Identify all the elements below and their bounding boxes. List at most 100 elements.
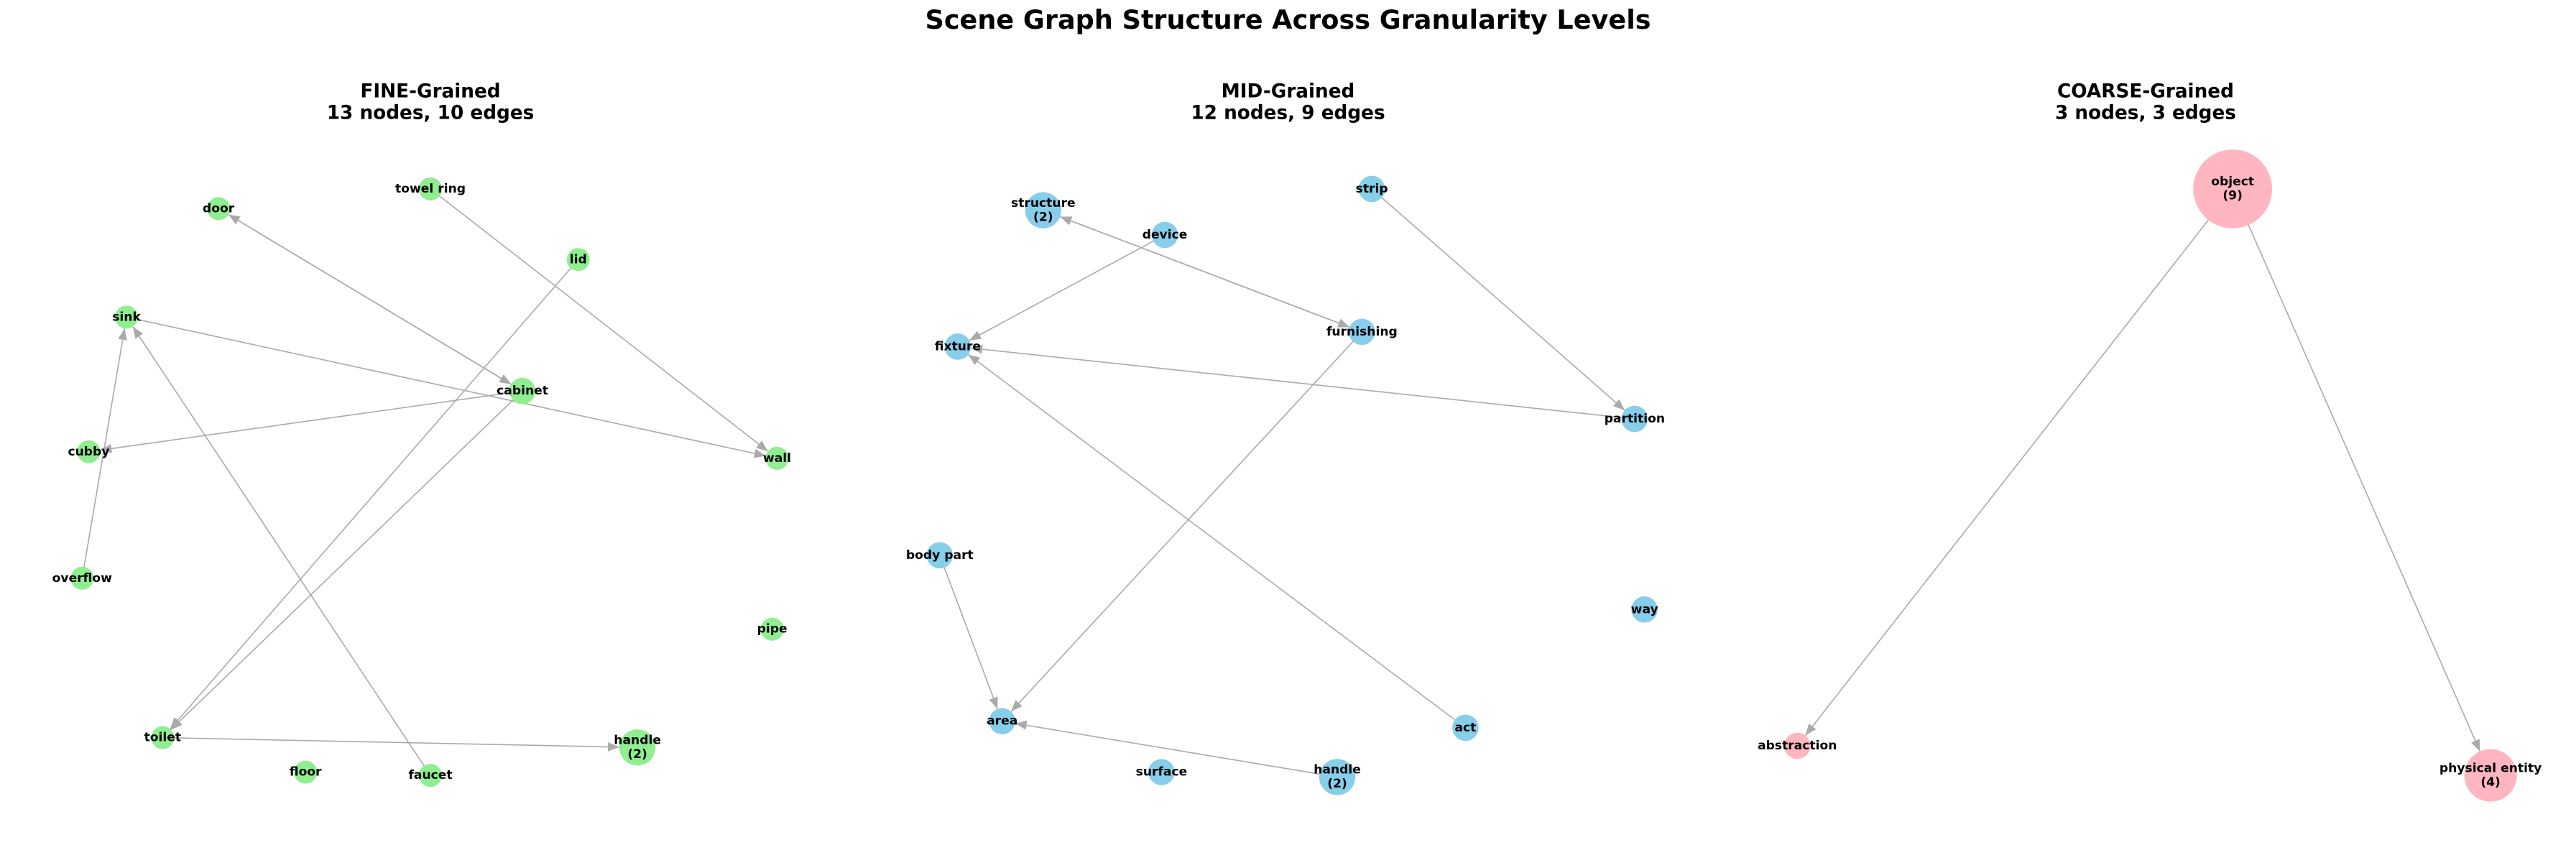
node: physical entity(4) <box>2439 749 2542 802</box>
node-label: wall <box>763 451 791 466</box>
node-circle <box>1151 221 1178 249</box>
panel-title: 3 nodes, 3 edges <box>2055 102 2236 124</box>
node-circle <box>1452 714 1479 742</box>
node-label: body part <box>906 548 974 563</box>
node-label: handle <box>1314 763 1361 777</box>
edge <box>968 354 1456 721</box>
node-label: sink <box>112 310 141 324</box>
node-label: overflow <box>52 571 112 586</box>
node-circle <box>760 617 784 641</box>
node: faucet <box>408 764 453 787</box>
edge <box>2248 224 2481 752</box>
edge <box>1381 197 1625 411</box>
node-circle <box>2193 149 2273 228</box>
node-circle <box>1631 596 1658 623</box>
node-label: structure <box>1011 196 1076 211</box>
node-label: handle <box>614 734 661 748</box>
panel-title: 13 nodes, 10 edges <box>327 102 535 124</box>
node: way <box>1631 596 1658 623</box>
node-label: strip <box>1356 182 1388 196</box>
edge <box>1010 341 1354 712</box>
node: towel ring <box>395 177 466 200</box>
node: wall <box>763 446 791 470</box>
node-circle <box>989 708 1015 735</box>
node-label: faucet <box>408 768 452 782</box>
node: abstraction <box>1758 732 1837 759</box>
node-circle <box>1358 175 1385 203</box>
node-circle <box>566 248 590 272</box>
node-label: device <box>1142 228 1188 242</box>
node: structure(2) <box>1011 192 1076 228</box>
node-label: cubby <box>68 445 109 459</box>
edges <box>1804 219 2481 752</box>
node-circle <box>1349 318 1375 346</box>
node-label: (2) <box>1327 777 1347 791</box>
node-circle <box>294 760 318 784</box>
node-label: (2) <box>1033 210 1053 224</box>
edge <box>1804 219 2209 736</box>
node-circle <box>151 726 175 749</box>
node-circle <box>1783 732 1811 759</box>
node: act <box>1452 714 1479 742</box>
node-label: furnishing <box>1326 325 1398 339</box>
panel-title: MID-Grained <box>1222 81 1355 103</box>
node-circle <box>2464 749 2517 802</box>
node-label: towel ring <box>395 182 466 196</box>
node-label: (9) <box>2222 189 2243 203</box>
node-label: cabinet <box>497 384 548 398</box>
panel-title: 12 nodes, 9 edges <box>1191 102 1385 124</box>
node: floor <box>290 760 322 784</box>
node-label: (4) <box>2480 775 2501 790</box>
node: cubby <box>68 440 109 463</box>
edge <box>137 318 766 458</box>
edge <box>228 213 512 385</box>
node-circle <box>1621 405 1648 433</box>
node-label: physical entity <box>2439 761 2542 775</box>
node-circle <box>509 377 536 405</box>
node-label: abstraction <box>1758 739 1837 753</box>
node-label: object <box>2211 175 2254 189</box>
node: partition <box>1605 405 1665 433</box>
node-circle <box>70 566 94 590</box>
node-circle <box>115 305 139 329</box>
edge <box>1060 216 1350 328</box>
edge <box>170 399 514 731</box>
node-circle <box>1319 759 1356 795</box>
node: furnishing <box>1326 318 1398 346</box>
node: body part <box>906 542 974 569</box>
edges <box>83 195 769 767</box>
node: device <box>1142 221 1188 249</box>
node-label: (2) <box>627 747 647 762</box>
node-label: pipe <box>757 622 788 637</box>
node-label: way <box>1631 602 1658 616</box>
node: cabinet <box>497 377 548 405</box>
node-circle <box>77 440 101 463</box>
node-circle <box>619 729 656 766</box>
edge <box>971 344 1622 418</box>
node-circle <box>1148 759 1175 785</box>
node-circle <box>765 446 789 470</box>
node: door <box>203 197 235 221</box>
node-circle <box>944 333 971 360</box>
edge <box>969 240 1154 341</box>
node: fixture <box>935 333 981 360</box>
edge <box>439 195 769 452</box>
edges <box>943 197 1625 775</box>
node-label: floor <box>290 765 322 780</box>
node-label: fixture <box>935 339 981 354</box>
edge <box>174 737 619 752</box>
edge <box>1015 721 1320 775</box>
node-label: lid <box>570 252 587 267</box>
node-label: surface <box>1136 765 1188 780</box>
node: handle(2) <box>614 729 661 766</box>
node: handle(2) <box>1314 759 1361 795</box>
panel-title: FINE-Grained <box>360 81 500 103</box>
node: overflow <box>52 566 112 590</box>
node-circle <box>926 542 954 569</box>
node: lid <box>566 248 590 272</box>
node-circle <box>207 197 231 221</box>
edge <box>132 326 425 767</box>
